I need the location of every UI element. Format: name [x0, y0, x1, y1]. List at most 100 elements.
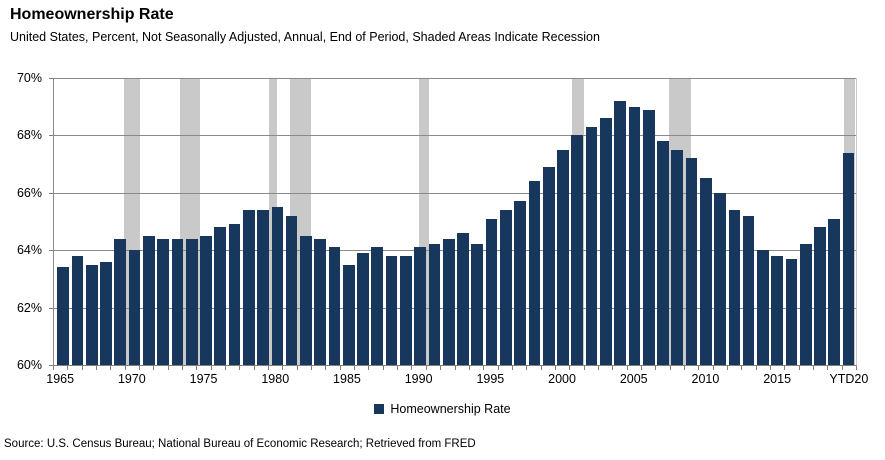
x-axis-tick — [755, 366, 757, 370]
bar-slot — [827, 78, 841, 365]
bar — [371, 247, 384, 365]
x-axis-tick — [726, 366, 728, 370]
recession-band — [419, 78, 429, 365]
bar — [128, 250, 141, 365]
bar-slot — [142, 78, 156, 365]
bar-slot — [70, 78, 84, 365]
x-axis-tick — [311, 366, 313, 370]
gridline — [54, 78, 856, 79]
x-axis-tick — [325, 366, 327, 370]
x-axis-tick — [239, 366, 241, 370]
gridline — [54, 250, 856, 252]
y-axis-label: 68% — [16, 128, 42, 143]
bar — [485, 218, 498, 365]
bar-slot — [413, 78, 427, 365]
bar-slot — [584, 78, 598, 365]
x-axis-label: 1990 — [404, 372, 433, 386]
x-axis-label: 1995 — [476, 372, 505, 386]
x-axis-label: 2015 — [763, 372, 792, 386]
bar — [500, 210, 512, 365]
bar-slot — [627, 78, 641, 365]
bar — [614, 100, 626, 365]
legend-swatch-icon — [374, 404, 385, 414]
bar — [300, 235, 312, 365]
y-axis-label: 64% — [16, 243, 42, 258]
x-axis-tick — [626, 366, 628, 370]
bar — [828, 218, 841, 365]
bar — [714, 192, 726, 365]
bar — [799, 244, 812, 365]
x-axis-tick — [253, 366, 255, 370]
y-axis-tick — [49, 250, 53, 252]
y-axis-label: 70% — [16, 71, 42, 85]
bar — [628, 106, 641, 365]
bar — [385, 255, 398, 365]
x-axis-label: 1980 — [261, 372, 290, 386]
bar-slot — [427, 78, 441, 365]
gridline — [54, 307, 856, 309]
x-axis-tick — [769, 366, 771, 370]
x-axis-tick — [454, 366, 456, 370]
bar-slot — [642, 78, 656, 365]
bar-slot — [499, 78, 513, 365]
bar-slot — [784, 78, 798, 365]
bar-slot — [342, 78, 356, 365]
x-axis-tick — [282, 366, 284, 370]
bar-slot — [770, 78, 784, 365]
x-axis-label: 2005 — [619, 372, 648, 386]
bar-slot — [256, 78, 270, 365]
bar — [171, 238, 184, 365]
x-axis-tick — [339, 366, 341, 370]
x-axis-tick — [153, 366, 155, 370]
y-axis-label: 62% — [16, 300, 42, 315]
x-axis-tick — [139, 366, 141, 370]
y-axis-tick — [49, 365, 53, 366]
bar — [771, 255, 784, 365]
bar-slot — [156, 78, 170, 365]
bar — [728, 210, 741, 365]
x-axis-tick — [569, 366, 571, 370]
bar — [442, 238, 455, 365]
bar-slot — [613, 78, 627, 365]
x-axis-tick — [268, 366, 270, 370]
bar-slot — [299, 78, 313, 365]
x-axis-tick — [397, 366, 399, 370]
chart-subtitle: United States, Percent, Not Seasonally A… — [10, 30, 600, 44]
bar-slot — [242, 78, 256, 365]
x-axis-tick — [210, 366, 212, 370]
x-axis-tick — [167, 366, 169, 370]
bar — [757, 250, 769, 365]
bar-slot — [799, 78, 813, 365]
x-axis-tick — [540, 366, 542, 370]
y-axis-tick — [49, 192, 53, 194]
bar-slot — [227, 78, 241, 365]
bar — [699, 178, 712, 365]
bar-slot — [470, 78, 484, 365]
bar — [257, 210, 269, 365]
y-axis-label: 66% — [16, 185, 42, 200]
x-axis-label: 1975 — [189, 372, 218, 386]
bar-slot — [356, 78, 370, 365]
bar — [71, 255, 84, 365]
bar — [414, 247, 427, 365]
bar-slot — [442, 78, 456, 365]
bar-slot — [384, 78, 398, 365]
bar — [742, 215, 755, 365]
bar — [585, 126, 598, 365]
y-axis-label: 60% — [16, 358, 42, 372]
bar-slot — [85, 78, 99, 365]
chart-legend: Homeownership Rate — [0, 402, 885, 416]
bar — [599, 118, 612, 365]
bar-slot — [313, 78, 327, 365]
bar-slot — [656, 78, 670, 365]
x-axis-tick — [798, 366, 800, 370]
bar — [342, 264, 355, 365]
bar — [242, 210, 255, 365]
bar — [271, 207, 284, 365]
bar-slot — [599, 78, 613, 365]
x-axis-tick — [440, 366, 442, 370]
x-axis-tick — [712, 366, 714, 370]
bar — [200, 235, 212, 365]
x-axis-ticks — [53, 366, 857, 370]
bar-slot — [199, 78, 213, 365]
